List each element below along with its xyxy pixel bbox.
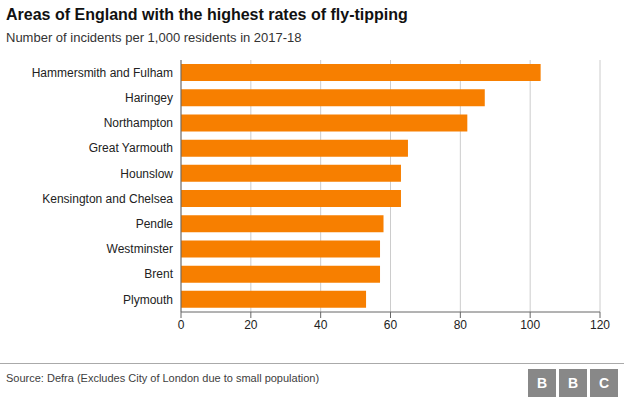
- html-text:Source: Defra (Excludes City o: Source: Defra (Excludes City of London d…: [6, 372, 320, 384]
- svg-text:Brent: Brent: [144, 267, 173, 281]
- svg-text:Great Yarmouth: Great Yarmouth: [89, 141, 173, 155]
- svg-text:Hammersmith and Fulham: Hammersmith and Fulham: [32, 66, 173, 80]
- html-text:B: B: [567, 375, 579, 391]
- html-text:B: B: [536, 375, 548, 391]
- html-text:C: C: [598, 375, 610, 391]
- svg-text:Plymouth: Plymouth: [123, 293, 173, 307]
- html-text:Areas of England with the high: Areas of England with the highest rates …: [6, 6, 408, 23]
- svg-text:100: 100: [520, 318, 540, 332]
- html-text:Number of incidents per 1,000: Number of incidents per 1,000 residents …: [6, 30, 302, 45]
- svg-text:Hounslow: Hounslow: [120, 167, 173, 181]
- svg-text:80: 80: [454, 318, 468, 332]
- svg-text:Kensington and Chelsea: Kensington and Chelsea: [42, 192, 173, 206]
- svg-text:Pendle: Pendle: [136, 217, 174, 231]
- svg-text:0: 0: [178, 318, 185, 332]
- svg-text:Haringey: Haringey: [125, 91, 173, 105]
- svg-text:Northampton: Northampton: [104, 116, 173, 130]
- svg-text:40: 40: [314, 318, 328, 332]
- svg-text:20: 20: [244, 318, 258, 332]
- svg-text:Westminster: Westminster: [107, 242, 173, 256]
- svg-text:120: 120: [590, 318, 610, 332]
- svg-text:60: 60: [384, 318, 398, 332]
